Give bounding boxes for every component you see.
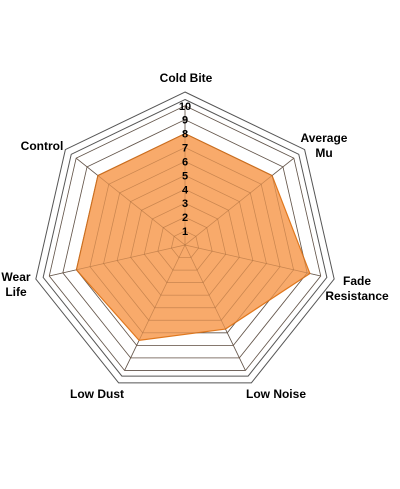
tick-label-7: 7	[182, 143, 188, 155]
axis-label-1: Average Mu	[301, 131, 348, 160]
series-area-0	[75, 132, 311, 341]
axis-labels: Cold Bite Average Mu Fade Resistance Low Nois…	[1, 71, 389, 401]
tick-label-1: 1	[182, 226, 188, 238]
tick-label-8: 8	[182, 129, 188, 141]
axis-label-4: Low Dust	[70, 387, 124, 401]
grid-ring-10	[48, 105, 322, 371]
spoke-overlay-3	[184, 244, 246, 371]
grid-overlay-10	[48, 105, 322, 371]
spoke-overlay-5	[49, 244, 186, 277]
grid-overlay-1	[171, 230, 199, 258]
tick-label-2: 2	[182, 212, 188, 224]
axis-label-2: Fade Resistance	[325, 274, 389, 303]
grid-overlay-2	[157, 216, 213, 271]
grid-ring-9	[62, 119, 308, 359]
tick-label-5: 5	[182, 170, 188, 182]
grid-overlay-8	[76, 133, 294, 346]
grid-overlay-7	[89, 147, 281, 334]
grid-overlay-3	[143, 202, 227, 283]
tick-label-6: 6	[182, 156, 188, 168]
tick-label-4: 4	[182, 184, 189, 196]
tick-label-10: 10	[179, 101, 191, 113]
grid-overlay-5	[116, 174, 254, 309]
outer-frame-inner	[42, 98, 328, 377]
spoke-overlay-4	[124, 244, 186, 371]
axis-label-5: Wear Life	[1, 270, 30, 299]
tick-label-9: 9	[182, 115, 188, 127]
spoke-overlay-6	[75, 157, 186, 246]
tick-label-3: 3	[182, 198, 188, 210]
grid-overlay-6	[103, 161, 267, 321]
axis-label-0: Cold Bite	[160, 71, 213, 85]
radar-series-area	[48, 105, 322, 371]
spoke-overlay-2	[184, 244, 321, 277]
radial-tick-labels: 1 2 3 4 5 67 8 9 10	[179, 101, 191, 238]
axis-label-3: Low Noise	[246, 387, 306, 401]
grid-overlay-9	[62, 119, 308, 359]
axis-label-6: Control	[21, 139, 64, 153]
spoke-overlay-1	[184, 157, 295, 246]
grid-overlay-4	[130, 188, 240, 296]
